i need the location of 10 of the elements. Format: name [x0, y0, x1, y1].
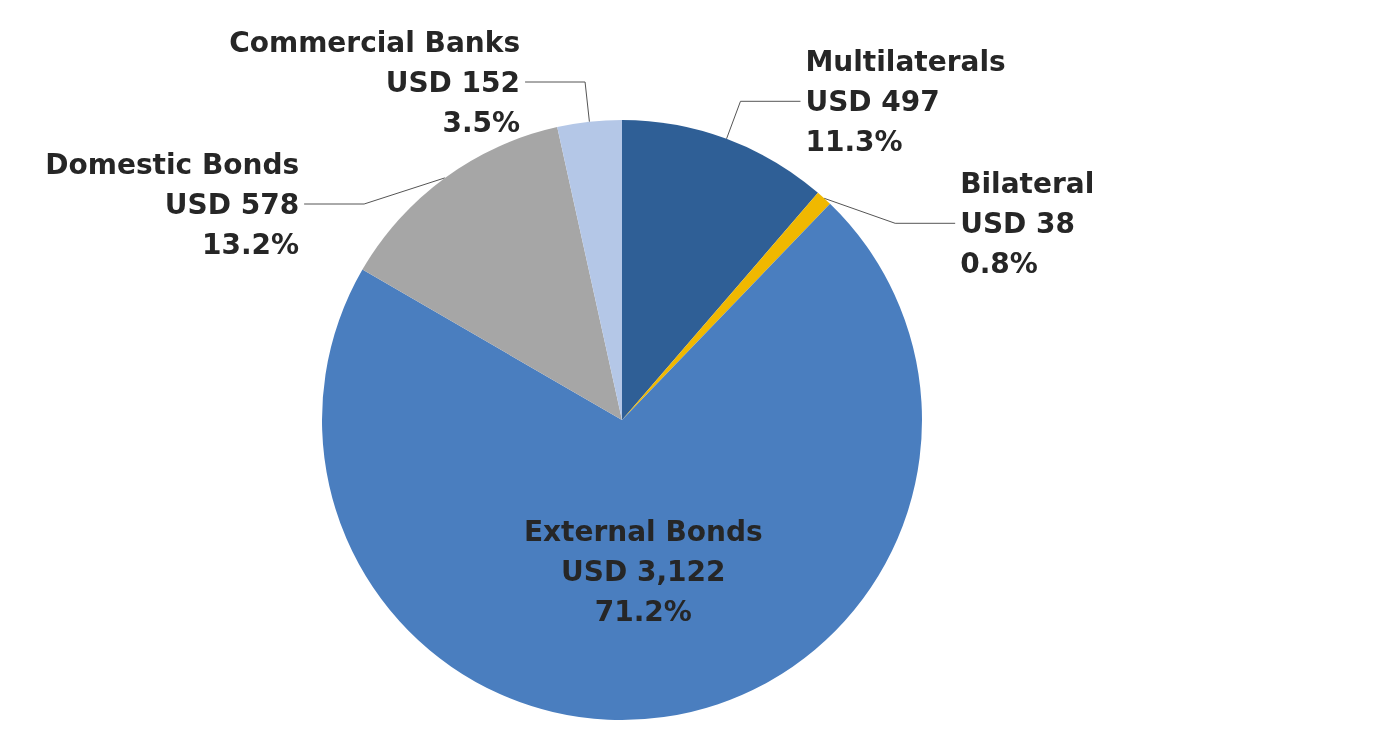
slice-label: Domestic Bonds	[45, 147, 300, 181]
data-label: USD 38 0.8%	[960, 206, 1076, 280]
slice-label: Bilateral	[960, 166, 1095, 200]
slice-label: Multilaterals	[805, 44, 1006, 78]
data-label: USD 3,122 71.2%	[561, 555, 726, 629]
slice-label: External Bonds	[523, 515, 763, 549]
data-label: USD 152 3.5%	[385, 65, 521, 139]
data-label: USD 578 13.2%	[164, 187, 300, 261]
slice-label: Commercial Banks	[229, 25, 521, 59]
data-label: USD 497 11.3%	[805, 84, 940, 158]
